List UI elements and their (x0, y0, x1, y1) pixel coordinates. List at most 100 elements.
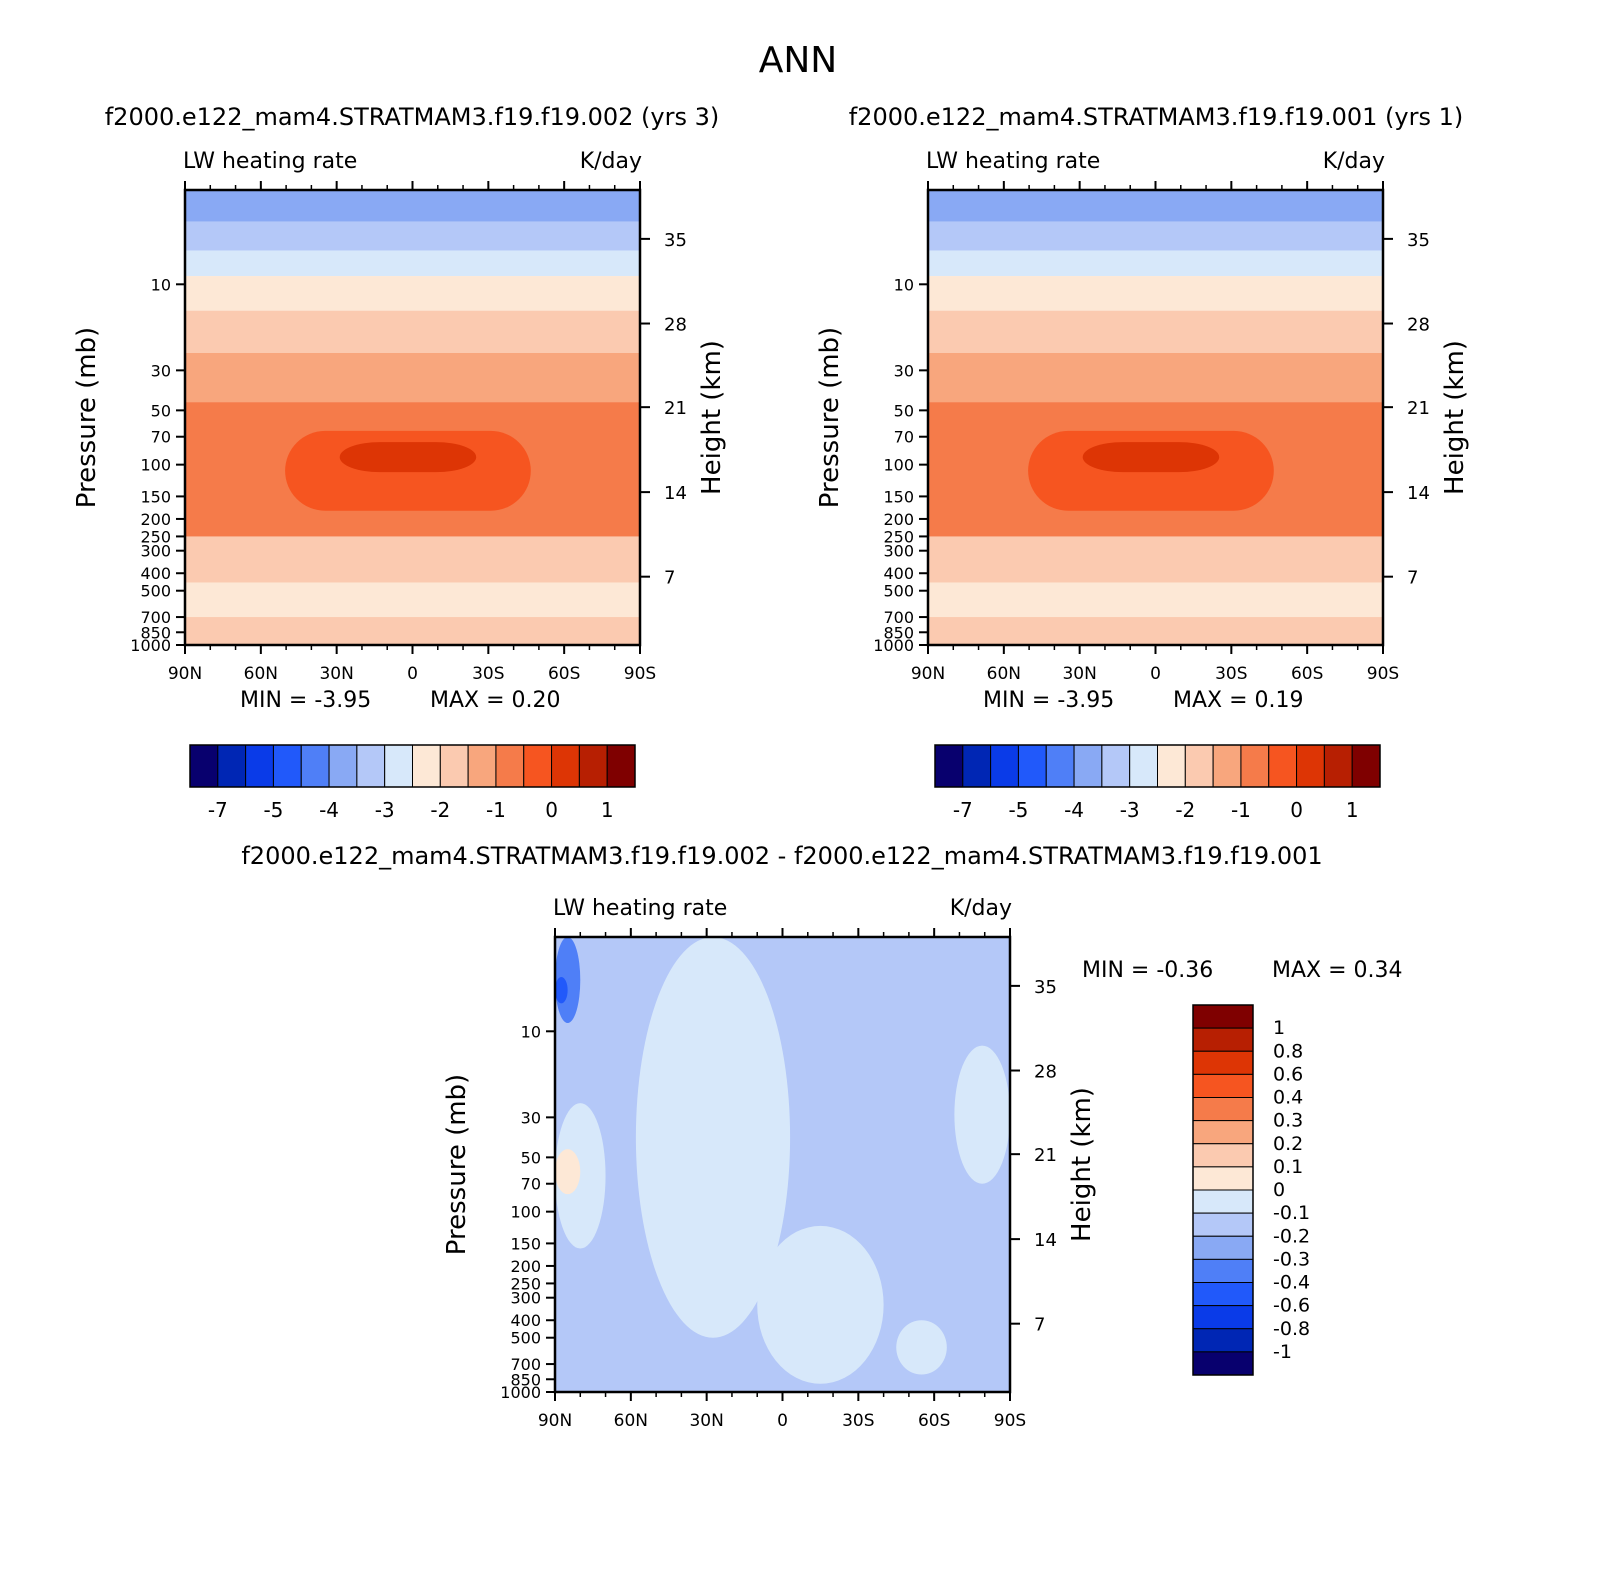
colorbar-cell (1296, 744, 1325, 788)
right-label: K/day (950, 896, 1012, 921)
y-tick-label: 70 (894, 428, 914, 447)
y-tick-label: 500 (883, 582, 914, 601)
colorbar-cell (523, 744, 553, 788)
y2-tick-label: 35 (1407, 230, 1430, 251)
colorbar-cell (1192, 1235, 1254, 1260)
colorbar-label: -2 (1175, 798, 1195, 822)
y-tick-label: 700 (883, 608, 914, 627)
y2-tick-label: 21 (1407, 398, 1430, 419)
right-label: K/day (580, 149, 642, 174)
contour-band (185, 250, 640, 277)
max-value: MAX = 0.20 (430, 688, 561, 713)
colorbar-label: -7 (953, 798, 973, 822)
y2-tick-label: 14 (1034, 1230, 1057, 1251)
colorbar-label: -3 (375, 798, 395, 822)
x-tick-label: 30S (842, 1411, 874, 1431)
colorbar-cell (1184, 744, 1214, 788)
colorbar-cell (1192, 1212, 1254, 1237)
colorbar-cell (1192, 1073, 1254, 1098)
contour-band (185, 190, 640, 222)
contour-region (896, 1320, 947, 1375)
contour-region (635, 937, 791, 1338)
contour-band (185, 352, 640, 403)
min-value: MIN = -3.95 (240, 688, 371, 713)
colorbar-label: 0 (1273, 1179, 1285, 1201)
y-tick-label: 700 (140, 608, 171, 627)
colorbar-cell (217, 744, 247, 788)
panel-test: f2000.e122_mam4.STRATMAM3.f19.f19.002 (y… (72, 103, 727, 822)
colorbar-cell (1192, 1143, 1254, 1168)
colorbar-cell (1192, 1027, 1254, 1052)
colorbar-cell (1101, 744, 1131, 788)
contour-band (928, 250, 1383, 277)
x-tick-label: 90N (168, 664, 202, 684)
y2-tick-label: 35 (664, 230, 687, 251)
x-tick-label: 30S (1215, 664, 1247, 684)
colorbar-cell (1192, 1282, 1254, 1307)
x-tick-label: 30S (472, 664, 504, 684)
y-tick-label: 500 (510, 1329, 541, 1348)
colorbar-label: -5 (263, 798, 283, 822)
colorbar-cell (962, 744, 992, 788)
y-axis-label: Pressure (mb) (72, 327, 102, 508)
colorbar-label: 1 (1273, 1017, 1285, 1039)
colorbar-cell (1192, 1258, 1254, 1283)
colorbar-label: -1 (1273, 1341, 1292, 1363)
colorbar-cell (1192, 1050, 1254, 1075)
colorbar-cell (934, 744, 964, 788)
x-tick-label: 60S (548, 664, 580, 684)
colorbar-cell (1073, 744, 1103, 788)
contour-region (555, 1103, 606, 1249)
y-tick-label: 100 (140, 456, 171, 475)
y2-tick-label: 7 (1407, 568, 1418, 589)
contour-band (185, 310, 640, 353)
colorbar-cell (606, 744, 636, 788)
y-tick-label: 300 (883, 542, 914, 561)
contour-band (928, 310, 1383, 353)
colorbar-label: 0.6 (1273, 1063, 1303, 1085)
y2-tick-label: 7 (664, 568, 675, 589)
x-tick-label: 90N (911, 664, 945, 684)
colorbar-label: -5 (1008, 798, 1028, 822)
colorbar-cell (189, 744, 219, 788)
panel-diff: f2000.e122_mam4.STRATMAM3.f19.f19.002 - … (241, 842, 1402, 1431)
y2-tick-label: 28 (1034, 1062, 1057, 1083)
colorbar-cell (439, 744, 469, 788)
colorbar-label: 0.3 (1273, 1110, 1303, 1132)
colorbar-cell (300, 744, 330, 788)
y-axis-label: Pressure (mb) (815, 327, 845, 508)
y-tick-label: 400 (510, 1311, 541, 1330)
x-tick-label: 60S (918, 1411, 950, 1431)
y2-axis-label: Height (km) (697, 340, 727, 495)
colorbar-label: -1 (486, 798, 506, 822)
colorbar-cell (551, 744, 580, 788)
contour-band (928, 190, 1383, 222)
min-value: MIN = -3.95 (983, 688, 1114, 713)
contour-region (954, 1045, 1010, 1184)
colorbar-cell (1192, 1120, 1254, 1145)
left-label: LW heating rate (926, 149, 1100, 174)
y2-tick-label: 21 (664, 398, 687, 419)
y-tick-label: 30 (894, 361, 914, 380)
colorbar-label: -0.8 (1273, 1318, 1310, 1340)
y-tick-label: 10 (521, 1022, 541, 1041)
colorbar-cell (467, 744, 497, 788)
x-tick-label: 60N (987, 664, 1021, 684)
colorbar-frame (1192, 1004, 1254, 1376)
panel-title: f2000.e122_mam4.STRATMAM3.f19.f19.002 (y… (105, 103, 720, 131)
y2-tick-label: 28 (664, 315, 687, 336)
contour-region (757, 1225, 884, 1384)
colorbar-cell (272, 744, 302, 788)
x-tick-label: 60N (244, 664, 278, 684)
y-tick-label: 850 (510, 1370, 541, 1389)
max-value: MAX = 0.34 (1272, 958, 1403, 983)
contour-region (555, 1149, 581, 1195)
colorbar-label: -3 (1120, 798, 1140, 822)
colorbar-cell (1192, 1305, 1254, 1330)
colorbar-label: -0.4 (1273, 1272, 1310, 1294)
colorbar-cell (1351, 744, 1381, 788)
colorbar-label: -0.2 (1273, 1225, 1310, 1247)
plot-area (555, 937, 1010, 1392)
colorbar-cell (1192, 1004, 1254, 1029)
